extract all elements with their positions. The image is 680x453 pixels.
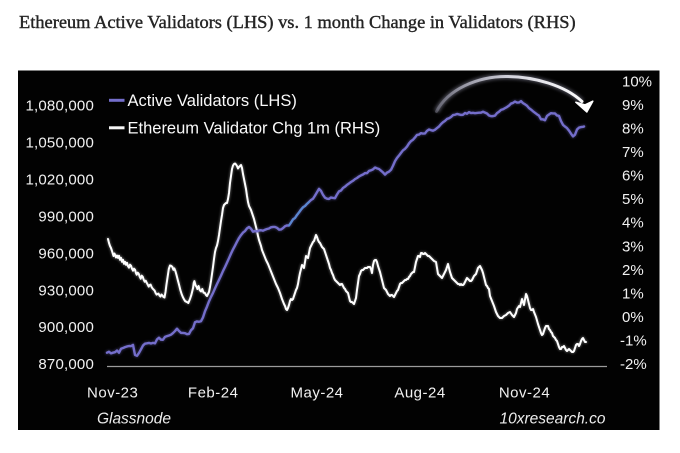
svg-text:900,000: 900,000 — [38, 319, 94, 336]
svg-text:Ethereum Validator Chg 1m (RHS: Ethereum Validator Chg 1m (RHS) — [128, 119, 381, 137]
svg-text:2%: 2% — [622, 262, 644, 279]
svg-text:Glassnode: Glassnode — [97, 411, 171, 428]
svg-text:1%: 1% — [622, 285, 644, 302]
svg-text:Active Validators (LHS): Active Validators (LHS) — [128, 92, 297, 110]
svg-text:3%: 3% — [622, 238, 644, 255]
svg-text:-2%: -2% — [620, 356, 647, 373]
svg-text:1,020,000: 1,020,000 — [25, 171, 94, 188]
svg-text:9%: 9% — [622, 97, 644, 114]
svg-text:Nov-23: Nov-23 — [87, 385, 138, 402]
svg-text:8%: 8% — [622, 121, 644, 138]
svg-text:1,050,000: 1,050,000 — [25, 135, 94, 152]
svg-text:870,000: 870,000 — [38, 356, 94, 373]
svg-text:May-24: May-24 — [290, 385, 343, 402]
svg-text:4%: 4% — [622, 215, 644, 232]
svg-text:990,000: 990,000 — [38, 208, 94, 225]
svg-text:Aug-24: Aug-24 — [394, 385, 445, 402]
svg-text:Nov-24: Nov-24 — [499, 385, 550, 402]
svg-text:5%: 5% — [622, 191, 644, 208]
svg-text:6%: 6% — [622, 168, 644, 185]
svg-text:930,000: 930,000 — [38, 282, 94, 299]
svg-text:0%: 0% — [622, 309, 644, 326]
svg-text:-1%: -1% — [620, 332, 647, 349]
svg-text:10xresearch.co: 10xresearch.co — [500, 411, 606, 428]
svg-text:1,080,000: 1,080,000 — [25, 98, 94, 115]
svg-text:960,000: 960,000 — [38, 245, 94, 262]
svg-text:7%: 7% — [622, 144, 644, 161]
svg-text:Ethereum Active Validators (LH: Ethereum Active Validators (LHS) vs. 1 m… — [19, 12, 576, 33]
svg-text:Feb-24: Feb-24 — [188, 385, 239, 402]
svg-text:10%: 10% — [622, 74, 652, 91]
